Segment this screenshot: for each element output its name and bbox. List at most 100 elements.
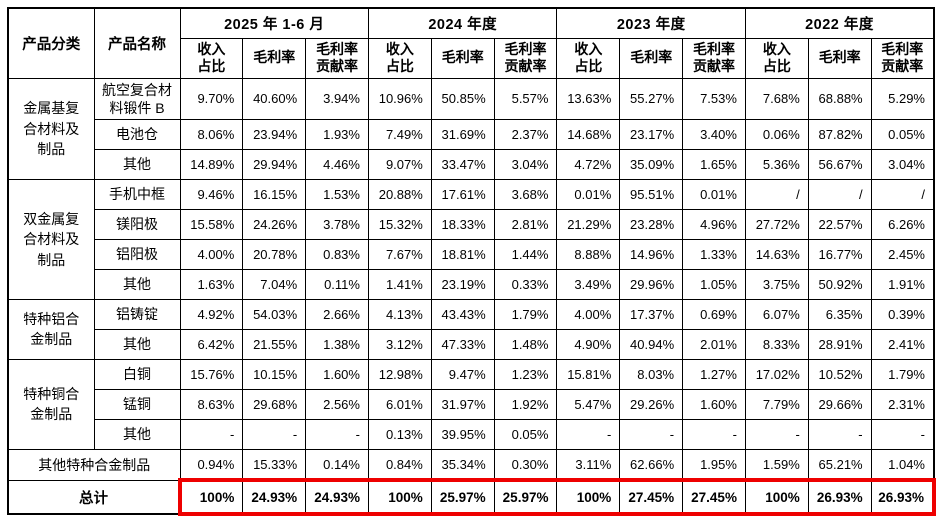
table-row: 镁阳极 15.58% 24.26% 3.78% 15.32% 18.33% 2.81% 21.… (8, 208, 935, 240)
metric-header-0-1: 毛利率 (242, 37, 307, 79)
value-cell: 16.77% (807, 238, 872, 270)
header-row-metrics: 收入 占比 毛利率 毛利率 贡献率 收入 占比 毛利率 毛利率 贡献率 收入 占比 毛利率 毛利… (8, 37, 935, 79)
value-cell: 6.26% (870, 208, 935, 240)
value-cell: 0.33% (493, 268, 558, 300)
category-cell: 特种铜合金制品 (7, 358, 95, 450)
value-cell: 23.19% (430, 268, 495, 300)
value-cell: 15.81% (556, 358, 621, 390)
value-cell: 1.23% (493, 358, 558, 390)
product-cell: 铝铸锭 (93, 298, 181, 330)
period-header-1: 2024 年度 (367, 7, 558, 39)
value-cell: 15.58% (179, 208, 244, 240)
value-cell: 40.94% (619, 328, 684, 360)
value-cell: 2.41% (870, 328, 935, 360)
value-cell: 21.29% (556, 208, 621, 240)
value-cell: 4.00% (556, 298, 621, 330)
value-cell: 5.47% (556, 388, 621, 420)
value-cell: 4.13% (367, 298, 432, 330)
table-header: 产品分类 产品名称 2025 年 1-6 月 2024 年度 2023 年度 2022… (7, 7, 935, 79)
value-cell: 15.33% (242, 448, 307, 481)
total-label-cell: 总计 (7, 479, 181, 515)
value-cell: 10.15% (242, 358, 307, 390)
value-cell: 0.84% (367, 448, 432, 481)
value-cell: 10.52% (807, 358, 872, 390)
value-cell: 1.60% (305, 358, 369, 390)
value-cell: 3.49% (556, 268, 621, 300)
metric-header-0-2: 毛利率 贡献率 (305, 37, 369, 79)
value-cell: 29.96% (619, 268, 684, 300)
value-cell: 9.07% (367, 148, 432, 180)
value-cell: 1.48% (493, 328, 558, 360)
value-cell: 8.88% (556, 238, 621, 270)
metric-header-3-1: 毛利率 (807, 37, 872, 79)
category-cell: 金属基复合材料及制品 (7, 77, 95, 180)
value-cell: 14.68% (556, 118, 621, 150)
value-cell: 3.94% (305, 77, 369, 120)
value-cell: 0.69% (682, 298, 746, 330)
value-cell: 14.63% (744, 238, 809, 270)
table-row: 双金属复合材料及制品 手机中框 9.46% 16.15% 1.53% 20.88% 17.6… (7, 178, 935, 300)
metric-header-1-2: 毛利率 贡献率 (493, 37, 558, 79)
value-cell: 4.46% (305, 148, 369, 180)
metric-header-2-2: 毛利率 贡献率 (682, 37, 746, 79)
value-cell: 1.95% (682, 448, 746, 481)
value-cell: 4.92% (179, 298, 244, 330)
value-cell: 55.27% (619, 77, 684, 120)
total-value-cell: 27.45% (682, 478, 746, 517)
value-cell: 8.03% (619, 358, 684, 390)
value-cell: 3.68% (493, 178, 558, 210)
value-cell: 29.26% (619, 388, 684, 420)
value-cell: 23.17% (619, 118, 684, 150)
value-cell: 1.79% (870, 358, 935, 390)
table-row: 电池仓 8.06% 23.94% 1.93% 7.49% 31.69% 2.37% 14.68… (8, 118, 935, 150)
value-cell: 9.47% (430, 358, 495, 390)
value-cell: / (870, 178, 935, 210)
value-cell: 7.79% (744, 388, 809, 420)
value-cell: 2.66% (305, 298, 369, 330)
product-cell: 手机中框 (93, 178, 181, 210)
total-value-cell: 25.97% (430, 478, 495, 517)
value-cell: 0.13% (367, 418, 432, 450)
value-cell: 2.01% (682, 328, 746, 360)
total-value-cell: 26.93% (870, 478, 936, 517)
value-cell: 33.47% (430, 148, 495, 180)
value-cell: 47.33% (430, 328, 495, 360)
value-cell: - (619, 418, 684, 450)
table-row: 特种铝合金制品 铝铸锭 4.92% 54.03% 2.66% 4.13% 43.43% 1.7… (7, 298, 935, 360)
value-cell: 10.96% (367, 77, 432, 120)
value-cell: - (744, 418, 809, 450)
value-cell: 1.92% (493, 388, 558, 420)
value-cell: 54.03% (242, 298, 307, 330)
value-cell: 0.11% (305, 268, 369, 300)
total-value-cell: 24.93% (305, 478, 369, 517)
value-cell: 31.69% (430, 118, 495, 150)
value-cell: 1.27% (682, 358, 746, 390)
total-value-cell: 100% (367, 478, 432, 517)
metric-header-2-0: 收入 占比 (556, 37, 621, 79)
value-cell: 87.82% (807, 118, 872, 150)
value-cell: 8.06% (179, 118, 244, 150)
value-cell: 28.91% (807, 328, 872, 360)
total-value-cell: 100% (178, 478, 244, 517)
table-row: 特种铜合金制品 白铜 15.76% 10.15% 1.60% 12.98% 9.47% 1.2… (7, 358, 935, 450)
value-cell: 65.21% (807, 448, 872, 481)
value-cell: 7.67% (367, 238, 432, 270)
value-cell: 1.91% (870, 268, 935, 300)
metric-header-0-0: 收入 占比 (179, 37, 244, 79)
value-cell: 3.04% (870, 148, 935, 180)
metric-header-2-1: 毛利率 (619, 37, 684, 79)
value-cell: 3.04% (493, 148, 558, 180)
period-header-0: 2025 年 1-6 月 (179, 7, 369, 39)
value-cell: 14.96% (619, 238, 684, 270)
table-row: 其他 1.63% 7.04% 0.11% 1.41% 23.19% 0.33% 3.49% 29… (8, 268, 935, 300)
value-cell: 27.72% (744, 208, 809, 240)
value-cell: 6.01% (367, 388, 432, 420)
category-cell: 其他特种合金制品 (7, 448, 181, 481)
table-row: 其他特种合金制品 0.94% 15.33% 0.14% 0.84% 35.34% 0.30%… (7, 448, 935, 481)
total-value-cell: 25.97% (493, 478, 558, 517)
value-cell: - (242, 418, 307, 450)
product-cell: 锰铜 (93, 388, 181, 420)
value-cell: 18.81% (430, 238, 495, 270)
total-value-cell: 100% (744, 478, 809, 517)
value-cell: 0.94% (179, 448, 244, 481)
